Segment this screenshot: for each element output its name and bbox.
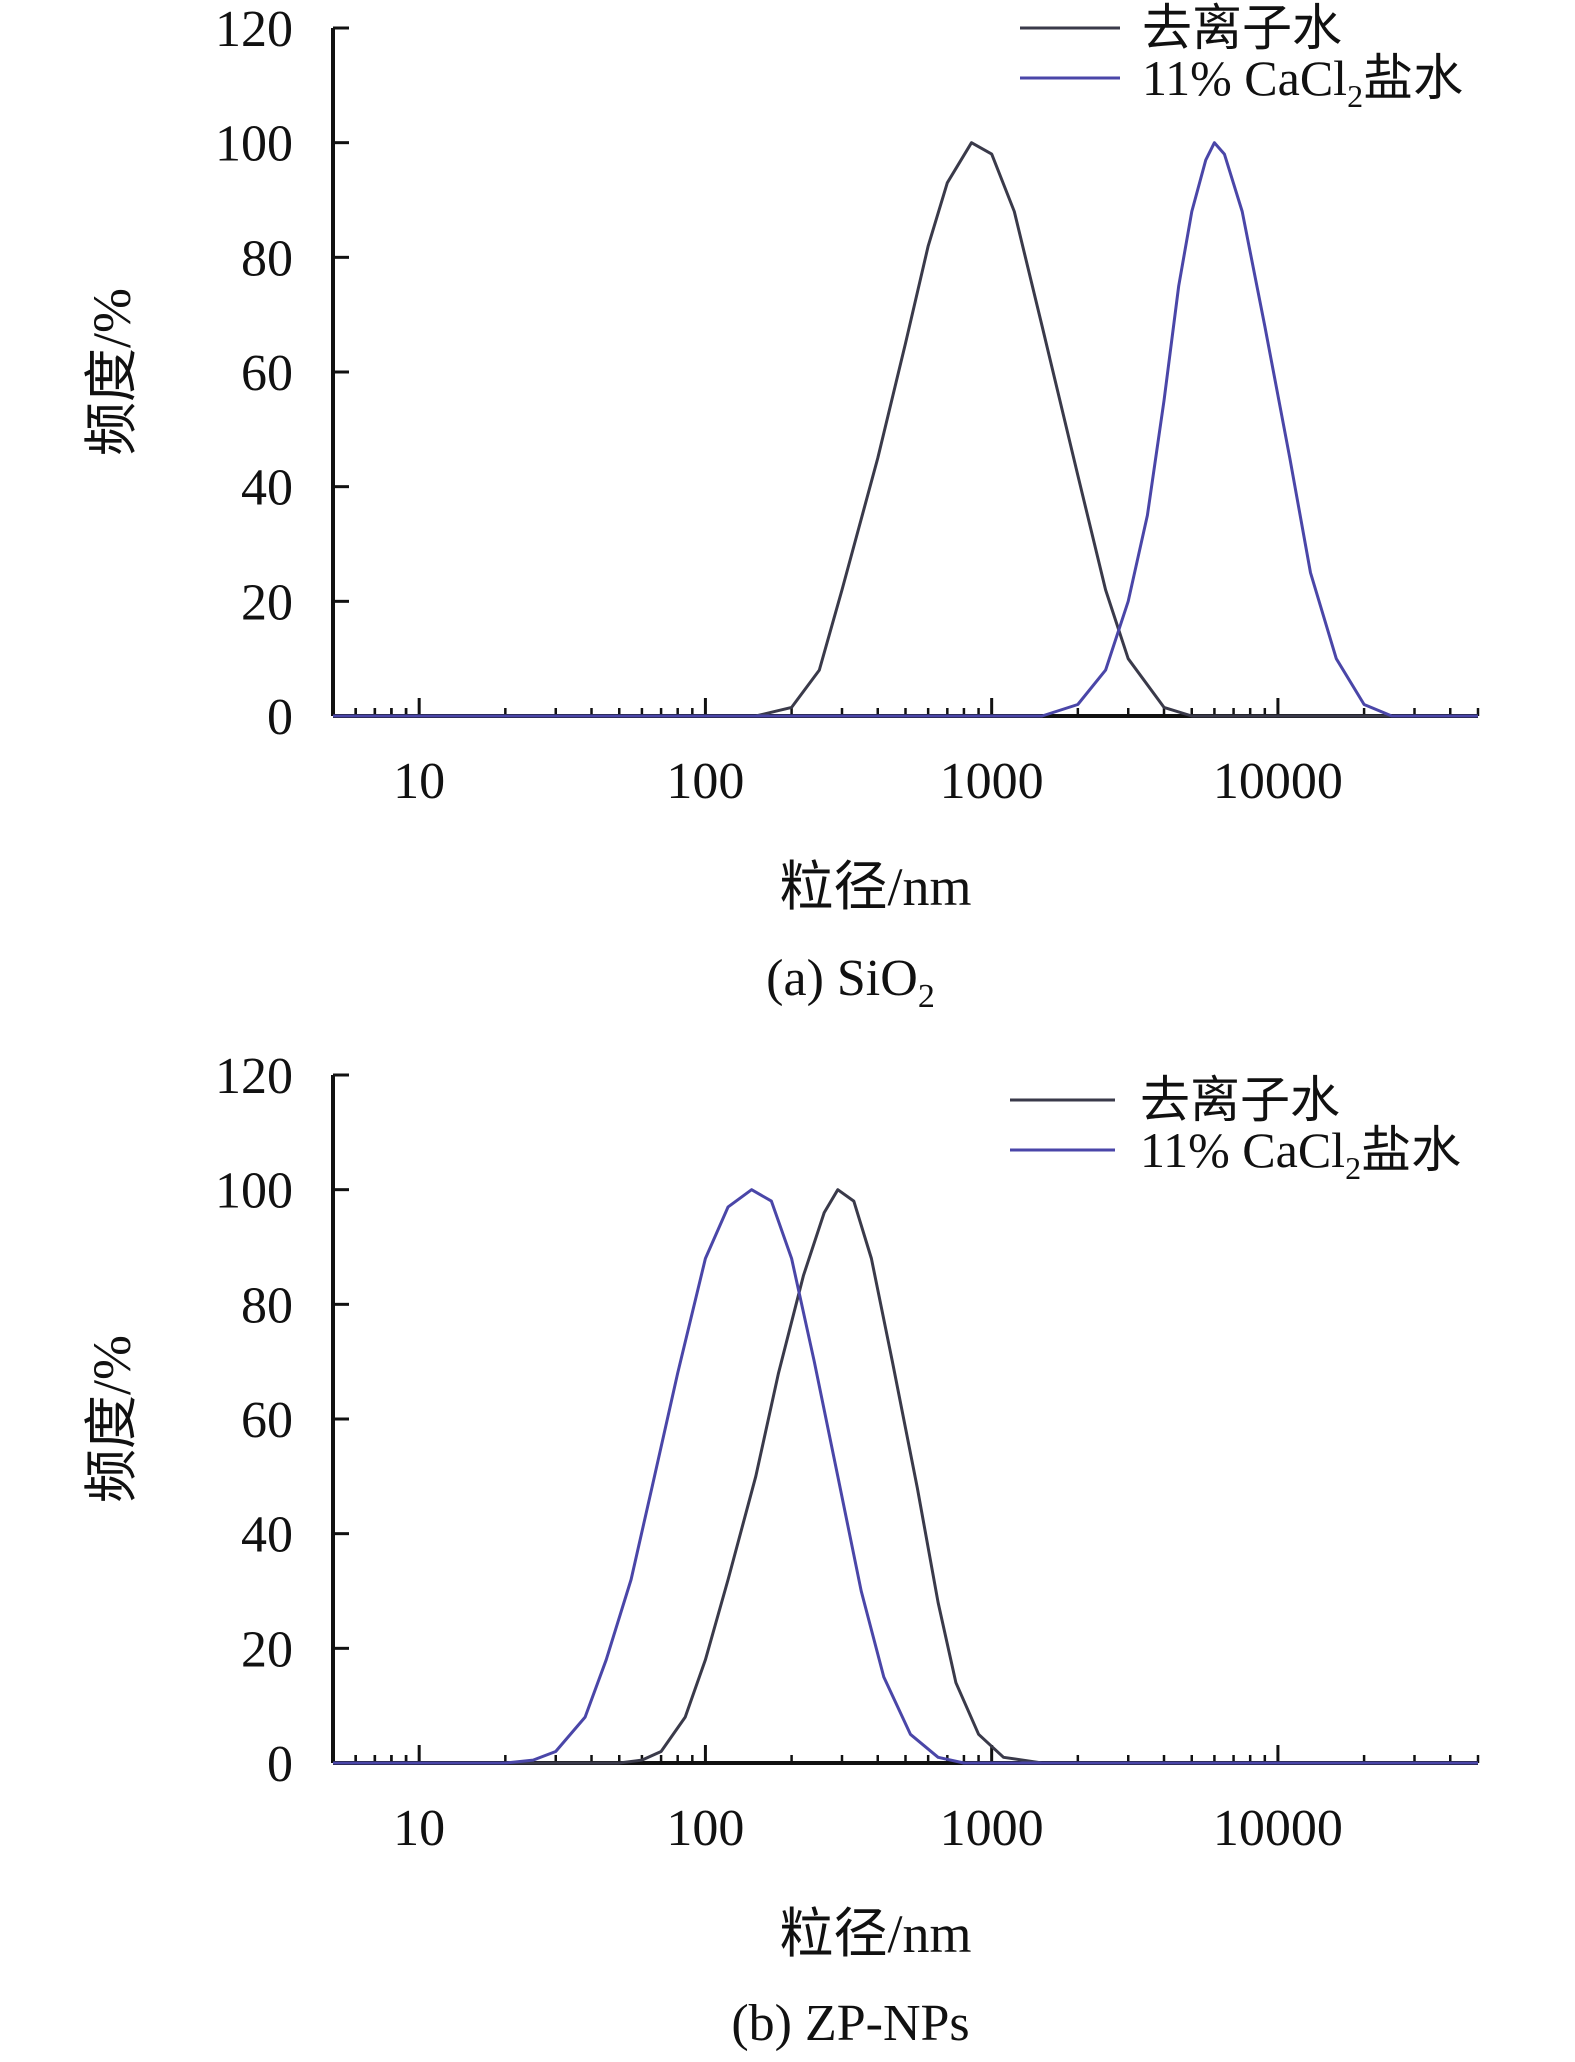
y-tick-label: 60 <box>241 1392 293 1449</box>
y-tick-label: 100 <box>215 1163 293 1220</box>
x-tick-label: 10 <box>393 1800 445 1857</box>
legend-label-0: 去离子水 <box>1142 0 1342 56</box>
x-tick-label: 10000 <box>1213 753 1343 810</box>
series-line-1 <box>333 141 1478 718</box>
legend-label-1: 11% CaCl2盐水 <box>1142 50 1463 114</box>
y-axis-title: 频度/% <box>82 288 142 456</box>
x-tick-label: 10000 <box>1213 1800 1343 1857</box>
x-tick-label: 100 <box>666 753 744 810</box>
chart-caption: (b) ZP-NPs <box>731 1995 969 2052</box>
x-tick-label: 10 <box>393 753 445 810</box>
y-tick-label: 40 <box>241 460 293 517</box>
x-axis-title: 粒径/nm <box>779 857 971 917</box>
x-tick-label: 1000 <box>940 1800 1044 1857</box>
y-tick-label: 0 <box>267 689 293 746</box>
series-line-1 <box>333 1188 1478 1765</box>
legend-label-0: 去离子水 <box>1140 1072 1340 1128</box>
x-tick-label: 100 <box>666 1800 744 1857</box>
chart-panel-0: 0 20 40 60 80 100 120 10 100 1000 10000 粒径/nm 频度/% 去离… <box>82 0 1480 1015</box>
legend-label-1: 11% CaCl2盐水 <box>1140 1122 1461 1186</box>
y-tick-label: 60 <box>241 345 293 402</box>
y-tick-label: 20 <box>241 574 293 631</box>
y-tick-label: 0 <box>267 1736 293 1793</box>
chart-panel-1: 0 20 40 60 80 100 120 10 100 1000 10000 粒径/nm 频度/% 去离… <box>82 1048 1480 2052</box>
y-tick-label: 120 <box>215 1 293 58</box>
y-tick-label: 80 <box>241 1277 293 1334</box>
x-tick-label: 1000 <box>940 753 1044 810</box>
y-tick-label: 40 <box>241 1507 293 1564</box>
x-axis-title: 粒径/nm <box>779 1904 971 1964</box>
y-tick-label: 20 <box>241 1621 293 1678</box>
y-tick-label: 80 <box>241 230 293 287</box>
series-line-0 <box>333 1188 1478 1765</box>
y-tick-label: 100 <box>215 116 293 173</box>
y-axis-title: 频度/% <box>82 1335 142 1503</box>
series-line-0 <box>333 141 1478 718</box>
y-tick-label: 120 <box>215 1048 293 1105</box>
chart-caption: (a) SiO2 <box>766 950 935 1015</box>
